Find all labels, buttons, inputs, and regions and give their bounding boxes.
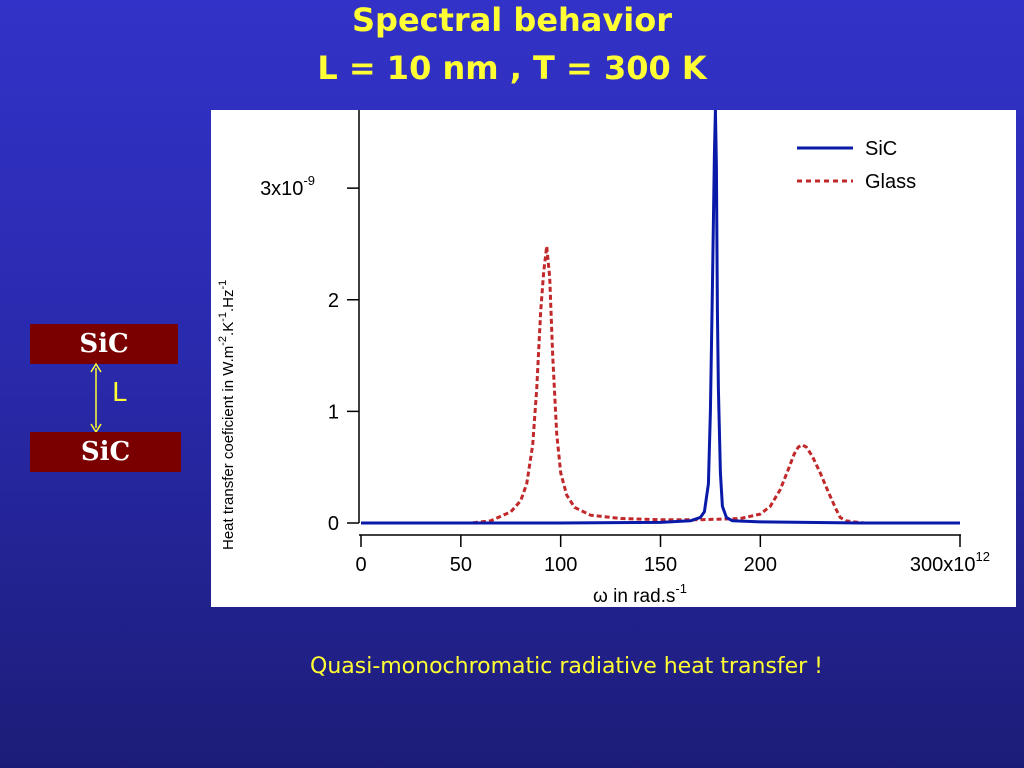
gap-arrow-head-top [90,362,102,373]
x-tick-label: 150 [644,554,677,576]
y-tick-label: 2 [328,290,339,312]
x-tick-label: 100 [544,554,577,576]
legend-label-sic: SiC [865,138,897,160]
legend: SiC Glass [797,138,916,193]
x-tick-label-exponent: 12 [976,549,990,564]
sic-layer-bottom: SiC [30,432,181,472]
y-axis-title: Heat transfer coeficient in W.m-2.K-1.Hz… [217,280,237,550]
x-tick-label: 200 [744,554,777,576]
y-tick-label: 3x10-9 [260,173,315,200]
caption: Quasi-monochromatic radiative heat trans… [310,654,823,679]
slide-title: Spectral behavior [352,1,672,39]
y-tick-label-exponent: -9 [303,173,315,188]
slide-subtitle: L = 10 nm , T = 300 K [317,49,707,87]
sic-layer-top: SiC [30,324,178,364]
series-line-glass [361,244,960,525]
x-axis-title: ω in rad.s-1 [593,581,687,607]
x-tick-label: 50 [450,554,472,576]
y-tick-label: 1 [328,401,339,423]
series-line-sic [361,110,960,525]
gap-arrow [90,362,102,434]
gap-label: L [112,378,127,408]
legend-label-glass: Glass [865,171,916,193]
plot-panel: 0 1 2 3x10-9 0 50 100 150 200 300x1012 ω in rad.… [211,110,1016,607]
y-ticks: 0 1 2 3x10-9 [260,173,359,535]
x-tick-label: 0 [355,554,366,576]
x-tick-label: 300x1012 [910,549,990,576]
series-group [361,110,960,525]
y-tick-label: 0 [328,513,339,535]
x-ticks: 0 50 100 150 200 300x1012 [355,535,990,576]
